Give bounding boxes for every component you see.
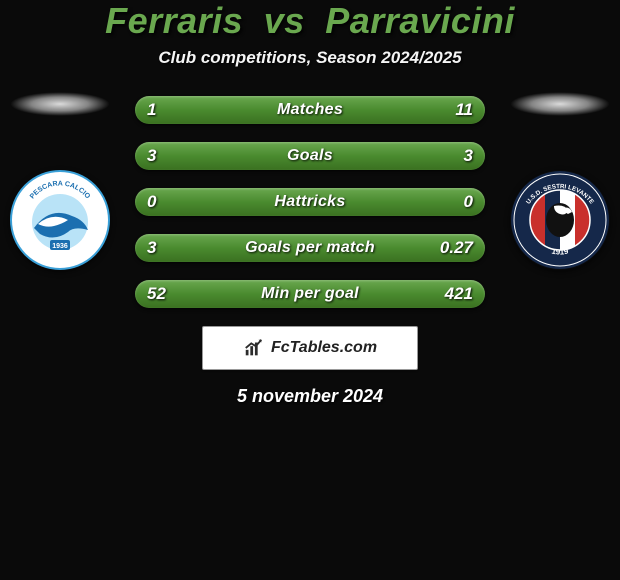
subtitle: Club competitions, Season 2024/2025 — [0, 48, 620, 68]
stat-label: Matches — [277, 101, 343, 119]
title-player-left: Ferraris — [105, 0, 243, 41]
stat-row: 52 Min per goal 421 — [135, 280, 485, 308]
shadow-right — [510, 92, 610, 116]
stat-row: 1 Matches 11 — [135, 96, 485, 124]
stat-value-right: 0 — [464, 188, 473, 216]
stat-label: Hattricks — [274, 193, 345, 211]
brand-box: FcTables.com — [202, 326, 418, 370]
brand-text: FcTables.com — [271, 339, 377, 357]
shadow-left — [10, 92, 110, 116]
stat-value-right: 0.27 — [440, 234, 473, 262]
stat-row: 0 Hattricks 0 — [135, 188, 485, 216]
stat-value-right: 421 — [445, 280, 473, 308]
club-badge-right: U.S.D. SESTRI LEVANTE 1919 — [510, 170, 610, 270]
club-badge-left: PESCARA CALCIO 1936 — [10, 170, 110, 270]
stat-value-left: 0 — [147, 188, 156, 216]
stat-label: Min per goal — [261, 285, 359, 303]
stat-value-left: 3 — [147, 142, 156, 170]
content: PESCARA CALCIO 1936 U.S.D. SESTRI LEVANT… — [0, 96, 620, 407]
title-player-right: Parravicini — [325, 0, 515, 41]
chart-icon — [243, 337, 265, 359]
stat-value-right: 11 — [455, 96, 473, 124]
badge-left-text-bottom: 1936 — [52, 243, 68, 250]
stat-value-right: 3 — [464, 142, 473, 170]
stat-row: 3 Goals per match 0.27 — [135, 234, 485, 262]
page-title: Ferraris vs Parravicini — [0, 0, 620, 42]
stat-bars: 1 Matches 11 3 Goals 3 0 Hattricks 0 3 Goals per m… — [135, 96, 485, 308]
stat-row: 3 Goals 3 — [135, 142, 485, 170]
stat-label: Goals — [287, 147, 333, 165]
stat-label: Goals per match — [245, 239, 375, 257]
title-vs: vs — [264, 0, 305, 41]
date: 5 november 2024 — [0, 386, 620, 407]
stat-value-left: 3 — [147, 234, 156, 262]
stat-value-left: 52 — [147, 280, 166, 308]
stat-value-left: 1 — [147, 96, 156, 124]
